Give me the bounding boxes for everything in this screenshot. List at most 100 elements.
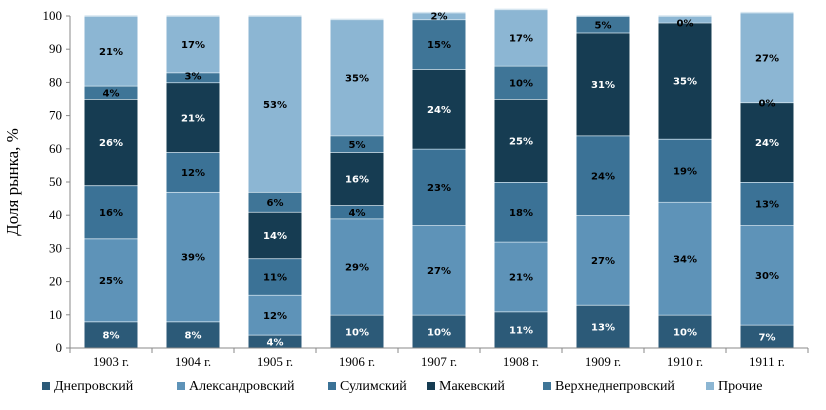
data-label: 25% (99, 276, 123, 287)
data-label: 16% (99, 208, 123, 219)
bar-segment (412, 314, 466, 348)
bar-segment (740, 12, 794, 103)
bar-segment (248, 211, 302, 259)
y-tick-label: 50 (49, 174, 62, 189)
bar-segment (576, 215, 630, 305)
data-label: 4% (267, 337, 284, 348)
bar-segment (412, 69, 466, 149)
bar-segment (740, 324, 794, 348)
bar-segment (494, 99, 548, 182)
data-label: 21% (181, 113, 205, 124)
data-label: 16% (345, 175, 369, 186)
bar-segment (84, 85, 138, 99)
bar-segment (166, 82, 220, 153)
bar-segment (412, 19, 466, 70)
data-label: 15% (427, 40, 451, 51)
data-label: 53% (263, 100, 287, 111)
bar-segment (248, 334, 302, 348)
bar-segment (576, 32, 630, 136)
bar-segment (576, 304, 630, 348)
data-label: 2% (431, 12, 448, 23)
y-axis-label: Доля рынка, % (3, 128, 22, 236)
y-tick-label: 0 (56, 340, 63, 355)
data-label: 6% (267, 198, 284, 209)
data-label: 0% (677, 19, 694, 30)
legend-entry: Сулимский (340, 379, 407, 394)
data-label: 7% (759, 332, 776, 343)
data-label: 26% (99, 138, 123, 149)
y-tick-label: 60 (49, 141, 62, 156)
bar-segment (84, 99, 138, 186)
y-tick-label: 40 (49, 207, 62, 222)
data-label: 14% (263, 231, 287, 242)
x-tick-label: 1904 г. (175, 354, 211, 369)
data-label: 10% (427, 327, 451, 338)
y-tick-label: 70 (49, 108, 62, 123)
x-tick-label: 1911 г. (749, 354, 785, 369)
data-label: 30% (755, 271, 779, 282)
data-label: 13% (591, 322, 615, 333)
bar-segment (494, 311, 548, 348)
data-label: 8% (103, 331, 120, 342)
data-label: 8% (185, 331, 202, 342)
bar-segment (494, 65, 548, 99)
bar-segment (658, 314, 712, 348)
bar-segment (740, 225, 794, 325)
legend-entry: Макевский (439, 379, 505, 394)
bar-segment (248, 16, 302, 192)
data-label: 11% (509, 326, 533, 337)
data-label: 27% (427, 266, 451, 277)
data-label: 35% (673, 77, 697, 88)
legend-entry: Днепровский (54, 379, 134, 394)
x-tick-label: 1909 г. (585, 354, 621, 369)
data-label: 34% (673, 254, 697, 265)
data-label: 21% (99, 47, 123, 58)
bar-segment (166, 152, 220, 192)
bar-segment (84, 16, 138, 86)
data-label: 27% (755, 54, 779, 65)
data-label: 39% (181, 253, 205, 264)
y-tick-label: 20 (49, 274, 62, 289)
bar-segment (494, 182, 548, 242)
data-label: 23% (427, 183, 451, 194)
bar-segment (494, 9, 548, 66)
bar-segment (84, 321, 138, 348)
bar-segment (330, 19, 384, 136)
data-label: 12% (263, 311, 287, 322)
legend-swatch (706, 382, 714, 390)
bar-segment (658, 22, 712, 139)
data-label: 5% (595, 20, 612, 31)
data-label: 21% (509, 273, 533, 284)
bar-segment (330, 135, 384, 153)
bar-segment (740, 102, 794, 182)
y-tick-label: 10 (49, 307, 62, 322)
bar-segment (248, 191, 302, 212)
data-label: 29% (345, 263, 369, 274)
data-label: 35% (345, 73, 369, 84)
bar-segment (84, 238, 138, 322)
bar-segment (248, 294, 302, 335)
x-tick-label: 1903 г. (93, 354, 129, 369)
data-label: 10% (509, 78, 533, 89)
data-label: 17% (509, 34, 533, 45)
legend-entry: Верхнеднепровский (555, 379, 675, 394)
data-label: 24% (591, 171, 615, 182)
data-label: 10% (673, 327, 697, 338)
data-label: 17% (181, 40, 205, 51)
data-label: 13% (755, 200, 779, 211)
data-label: 24% (755, 138, 779, 149)
bar-segment (330, 218, 384, 315)
bar-segment (412, 148, 466, 226)
bar-segment (166, 16, 220, 73)
data-label: 4% (349, 208, 366, 219)
y-tick-label: 90 (49, 41, 62, 56)
data-label: 27% (591, 256, 615, 267)
bar-segment (330, 152, 384, 206)
bar-segment (658, 16, 712, 23)
bar-segment (494, 241, 548, 312)
x-tick-label: 1908 г. (503, 354, 539, 369)
bar-segment (412, 225, 466, 315)
data-label: 0% (759, 98, 776, 109)
bar-segment (166, 191, 220, 322)
